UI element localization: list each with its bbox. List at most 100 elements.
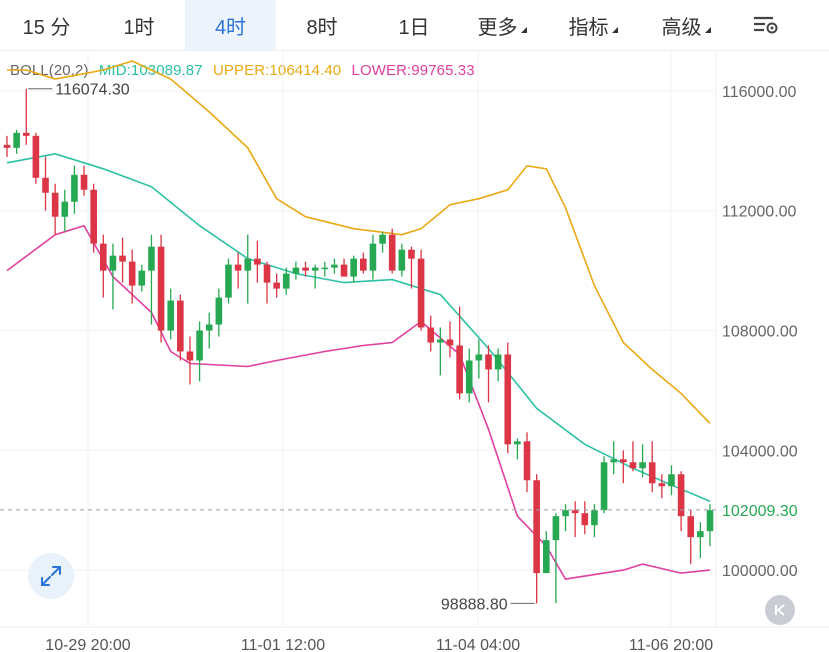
tab-4h[interactable]: 4时 [185, 0, 276, 50]
high-annotation-label: 116074.30 [55, 82, 130, 99]
boll-name: BOLL(20,2) [10, 62, 89, 79]
candle-up [244, 234, 252, 304]
candle-body [437, 339, 444, 343]
candle-body [600, 462, 608, 511]
dropdown-caret-icon [704, 27, 711, 33]
candle-up [138, 264, 146, 292]
candle-down [446, 321, 454, 358]
candle-up [148, 234, 155, 325]
candle-body [591, 510, 598, 526]
low-annotation-label: 98888.80 [441, 596, 508, 613]
candle-up [610, 441, 617, 475]
boll-upper-line [7, 60, 711, 424]
candle-up [600, 456, 608, 514]
candle-body [350, 258, 357, 277]
candle-up [311, 264, 319, 289]
chart-settings-button[interactable] [730, 0, 802, 50]
candle-down [157, 234, 165, 343]
candle-body [148, 246, 155, 271]
candle-up [697, 522, 704, 559]
candle-body [620, 459, 627, 463]
candle-body [388, 234, 396, 271]
candle-body [514, 441, 521, 445]
candle-body [61, 201, 69, 217]
candle-down [234, 252, 242, 289]
candle-up [465, 348, 473, 403]
candle-down [417, 249, 425, 331]
bollinger-bands [6, 60, 711, 580]
candle-up [321, 261, 329, 277]
candle-body [408, 249, 415, 259]
candle-up [591, 504, 598, 538]
boll-lower-line [6, 224, 711, 580]
candle-body [379, 234, 386, 244]
boll-lower-value: LOWER:99765.33 [351, 62, 475, 79]
candle-body [639, 462, 646, 469]
candle-down [485, 345, 492, 403]
candle-body [571, 510, 579, 514]
candle-down [687, 510, 695, 565]
candle-down [456, 306, 463, 400]
candle-up [196, 321, 203, 382]
y-tick-label: 112000.00 [722, 204, 797, 221]
candle-body [42, 177, 49, 193]
candle-body [80, 174, 88, 190]
tab-indicators[interactable]: 指标 [544, 0, 642, 50]
candle-body [562, 510, 569, 517]
candle-body [658, 483, 666, 487]
candle-body [417, 258, 425, 328]
candle-up [167, 288, 175, 340]
tab-1h[interactable]: 1时 [123, 16, 155, 39]
candle-down [388, 228, 396, 274]
y-tick-label: 104000.00 [722, 443, 798, 460]
y-tick-label: 108000.00 [722, 324, 798, 341]
candle-down [254, 240, 261, 283]
expand-icon [41, 566, 61, 586]
candle-body [677, 474, 685, 517]
candle-down [3, 135, 11, 157]
candle-up [379, 231, 386, 253]
candle-body [533, 480, 540, 574]
candle-up [350, 255, 357, 283]
candle-body [494, 354, 502, 370]
current-price-label: 102009.30 [722, 503, 798, 520]
scroll-to-latest-button[interactable] [765, 595, 795, 625]
candle-body [456, 345, 463, 394]
candle-body [427, 327, 435, 343]
interval-tabbar: 15 分 1时 4时 8时 1日 更多 指标 高级 [0, 0, 829, 51]
tab-15m[interactable]: 15 分 [22, 16, 71, 39]
candle-up [282, 267, 290, 295]
candle-body [215, 297, 223, 325]
expand-chart-button[interactable] [28, 553, 74, 599]
candle-body [552, 516, 560, 541]
candle-body [331, 264, 338, 268]
candle-body [119, 255, 126, 262]
boll-upper-value: UPPER:106414.40 [212, 62, 342, 79]
tab-8h[interactable]: 8时 [306, 16, 338, 39]
candle-body [697, 531, 704, 538]
candle-up [639, 444, 646, 478]
candle-down [533, 474, 540, 604]
candle-body [629, 462, 637, 469]
candle-down [581, 501, 589, 535]
candle-down [408, 246, 415, 289]
candle-body [186, 351, 194, 361]
candle-body [282, 273, 290, 289]
candle-up [706, 504, 714, 547]
candle-body [369, 243, 377, 271]
candle-body [263, 264, 271, 283]
candle-body [3, 144, 11, 148]
candle-down [620, 450, 627, 484]
candle-down [51, 183, 59, 235]
candle-up [437, 327, 444, 376]
candle-up [225, 258, 232, 304]
chart-grid [0, 52, 829, 628]
tab-more-label: 更多 [477, 16, 518, 39]
tab-advanced[interactable]: 高级 [642, 0, 730, 50]
tab-1d[interactable]: 1日 [398, 16, 430, 39]
x-tick-label: 10-29 20:00 [45, 637, 131, 652]
candle-up [562, 504, 569, 532]
candle-down [90, 183, 97, 253]
tab-more[interactable]: 更多 [460, 0, 544, 50]
